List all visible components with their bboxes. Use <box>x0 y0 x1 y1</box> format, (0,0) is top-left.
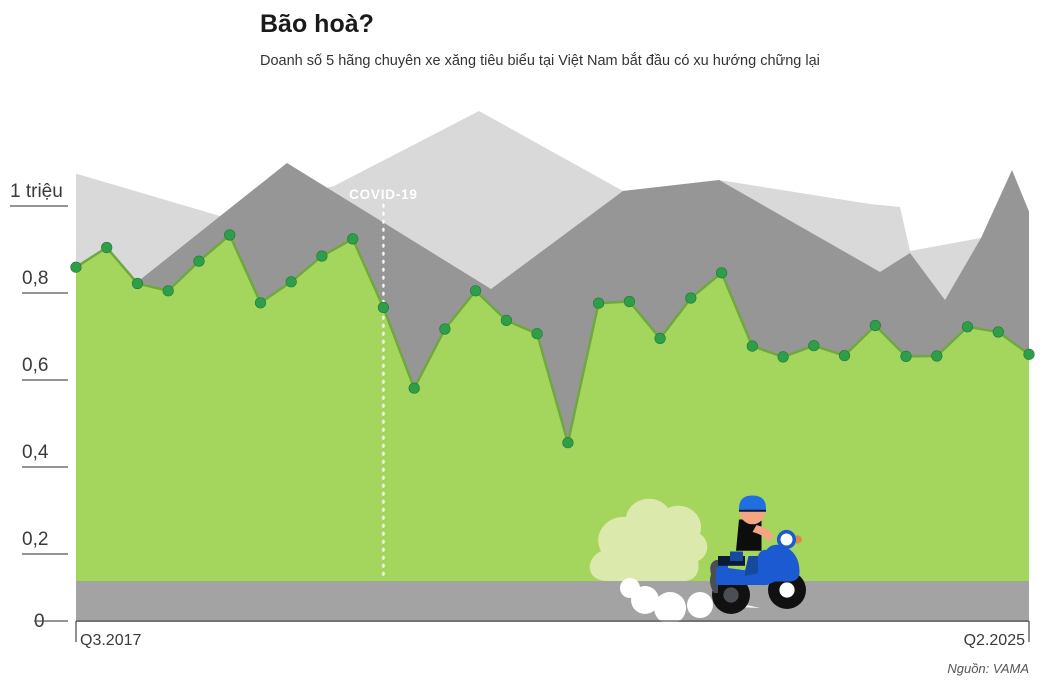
svg-text:0,2: 0,2 <box>22 529 48 550</box>
svg-text:Nguồn: VAMA: Nguồn: VAMA <box>947 661 1029 676</box>
svg-text:Q2.2025: Q2.2025 <box>964 632 1025 649</box>
svg-text:COVID-19: COVID-19 <box>349 187 418 202</box>
svg-text:0,4: 0,4 <box>22 442 49 463</box>
svg-text:Q3.2017: Q3.2017 <box>80 632 141 649</box>
svg-text:0,8: 0,8 <box>22 268 48 289</box>
svg-text:0,6: 0,6 <box>22 355 48 376</box>
svg-text:1 triệu: 1 triệu <box>10 181 63 202</box>
